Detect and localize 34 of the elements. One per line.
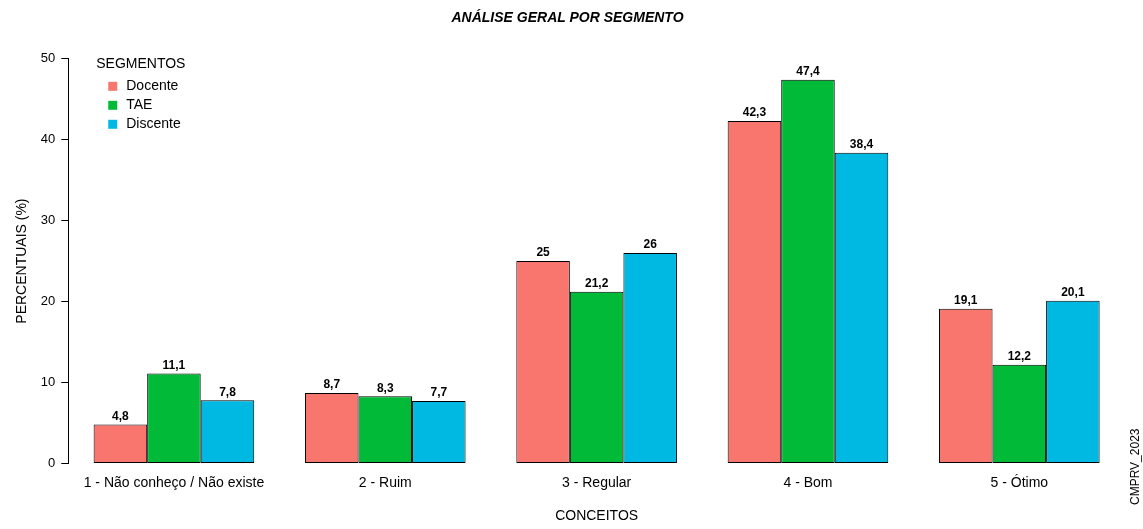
y-tick-label: 10: [40, 374, 56, 390]
data-label: 8,7: [323, 377, 341, 392]
y-tick-label: 0: [48, 454, 56, 470]
data-label: 4,8: [112, 408, 130, 423]
data-label: 11,1: [162, 357, 186, 372]
data-label: 12,2: [1007, 348, 1032, 363]
y-tick-label: 20: [40, 293, 56, 309]
text: CMPRV_2023: [1128, 428, 1143, 505]
x-tick-label: 4 - Bom: [783, 473, 833, 490]
legend-label: TAE: [126, 95, 153, 112]
data-label: 8,3: [376, 380, 394, 395]
data-label: 7,8: [219, 384, 237, 399]
y-tick-label: 50: [40, 50, 56, 66]
legend-label: Docente: [126, 76, 179, 93]
data-label: 38,4: [849, 136, 874, 151]
legend-title: SEGMENTOS: [96, 54, 186, 71]
data-label: 7,7: [430, 385, 448, 400]
x-tick-label: 5 - Ótimo: [990, 473, 1049, 490]
data-label: 25: [536, 245, 551, 260]
y-tick-label: 40: [40, 131, 56, 147]
data-label: 20,1: [1061, 285, 1085, 300]
x-tick-label: 3 - Regular: [562, 473, 632, 490]
data-label: 42,3: [742, 105, 767, 120]
legend-label: Discente: [126, 114, 181, 131]
data-label: 47,4: [796, 64, 820, 79]
data-label: 19,1: [954, 293, 978, 308]
data-label: 21,2: [584, 276, 609, 291]
data-label: 26: [643, 237, 658, 252]
x-tick-label: 2 - Ruim: [358, 473, 412, 490]
y-axis-title: PERCENTUAIS (%): [13, 198, 30, 324]
x-tick-label: 1 - Não conheço / Não existe: [83, 473, 265, 490]
y-tick-label: 30: [40, 212, 56, 228]
x-axis-title: CONCEITOS: [555, 507, 639, 524]
chart-title: ANÁLISE GERAL POR SEGMENTO: [450, 9, 684, 26]
